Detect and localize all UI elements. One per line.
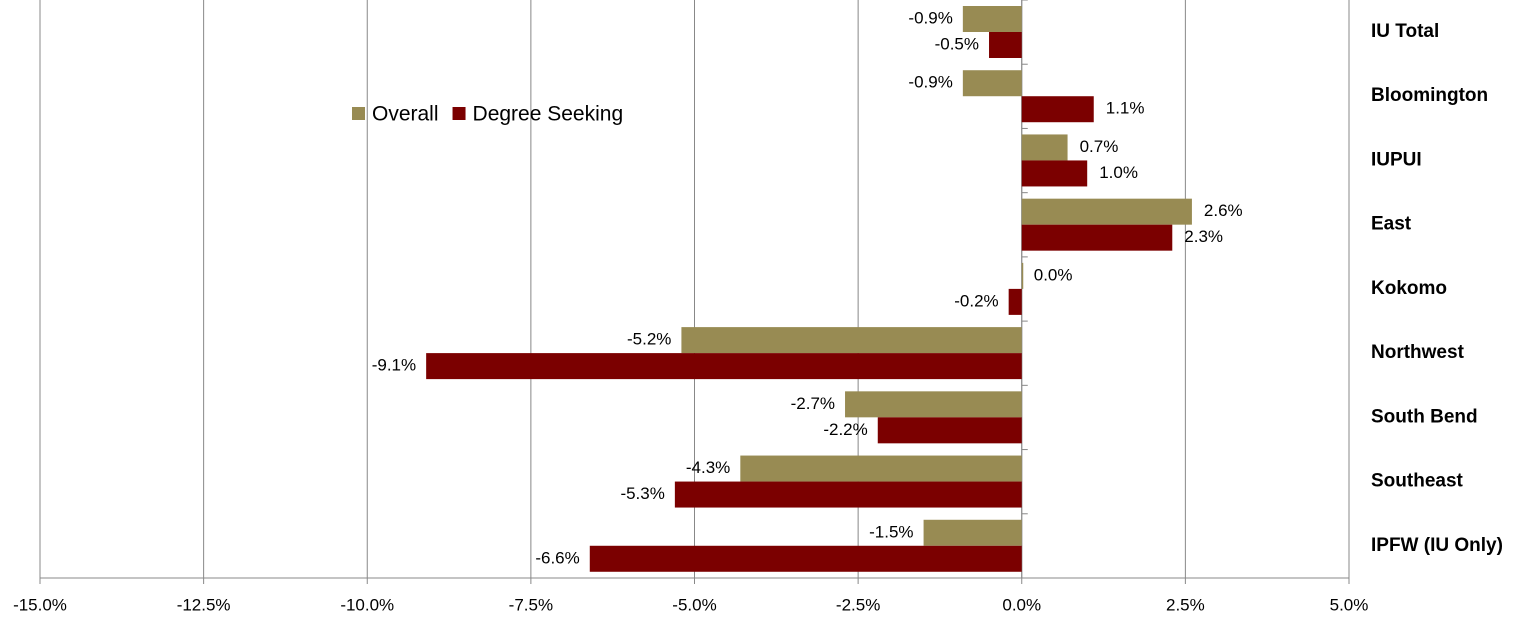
data-label: 2.6% [1204,201,1243,220]
data-label: -1.5% [869,522,913,541]
data-label: -0.9% [908,73,952,92]
bar [845,391,1022,418]
category-label: IUPUI [1371,149,1422,170]
x-tick-label: 5.0% [1330,595,1369,614]
bar [962,6,1022,32]
legend-label: Overall [372,103,439,126]
bar [1021,198,1192,225]
data-label: 0.7% [1080,137,1119,156]
bar [877,417,1022,444]
category-label: Kokomo [1371,278,1447,299]
bar [962,70,1022,97]
legend-swatch [452,107,466,120]
category-label: Bloomington [1371,85,1488,106]
x-tick-label: -10.0% [340,595,394,614]
x-tick-label: -2.5% [836,595,880,614]
bar [1021,224,1173,251]
data-label: 2.3% [1184,227,1223,246]
bar [923,519,1022,546]
x-tick-label: -12.5% [177,595,231,614]
data-label: -5.3% [620,484,664,503]
data-label: -2.2% [823,420,867,439]
data-label: -2.7% [791,394,835,413]
bar [681,327,1022,354]
bar [1021,262,1024,289]
bar [740,455,1022,482]
data-label: -0.2% [954,291,998,310]
category-label: East [1371,214,1412,235]
x-tick-label: 0.0% [1002,595,1041,614]
category-label: Southeast [1371,471,1464,492]
bar [426,353,1022,380]
data-label: 0.0% [1034,265,1073,284]
data-label: -4.3% [686,458,730,477]
bar [1021,134,1068,161]
x-tick-label: 2.5% [1166,595,1205,614]
bar [589,545,1022,572]
data-label: -6.6% [535,548,579,567]
data-label: 1.0% [1099,163,1138,182]
category-label: South Bend [1371,406,1478,427]
bar [989,32,1022,58]
x-tick-label: -7.5% [509,595,553,614]
data-label: -5.2% [627,330,671,349]
bar [1021,96,1094,123]
bar [1008,288,1022,315]
data-label: -0.9% [908,8,952,27]
x-tick-label: -15.0% [13,595,67,614]
data-label: -9.1% [372,356,416,375]
x-tick-label: -5.0% [672,595,716,614]
bar [674,481,1022,508]
legend-label: Degree Seeking [473,103,624,126]
category-label: IU Total [1371,21,1439,42]
data-label: 1.1% [1106,99,1145,118]
category-label: IPFW (IU Only) [1371,535,1503,556]
data-label: -0.5% [935,34,979,53]
category-label: Northwest [1371,342,1465,363]
bar [1021,160,1088,187]
legend-swatch [352,107,365,120]
